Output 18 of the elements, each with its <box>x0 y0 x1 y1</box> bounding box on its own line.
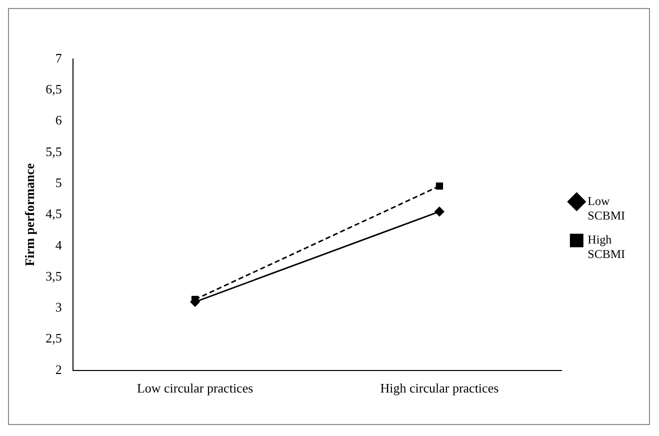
y-tick-label: 5 <box>55 174 62 190</box>
x-tick-label: High circular practices <box>380 380 499 396</box>
x-tick-label: Low circular practices <box>136 380 254 396</box>
y-tick-label: 3,5 <box>46 268 62 284</box>
y-tick-label: 5,5 <box>46 144 62 159</box>
y-tick-label: 4,5 <box>46 206 62 222</box>
y-axis-title: Firm performance <box>22 163 38 266</box>
y-tick-label: 7 <box>55 50 62 66</box>
legend-label: High SCBMI <box>588 232 626 262</box>
y-tick-label: 6 <box>55 112 62 128</box>
point <box>434 206 444 216</box>
y-tick-label: 6,5 <box>46 82 62 97</box>
point <box>436 182 444 190</box>
y-tick-label: 2,5 <box>46 330 62 346</box>
y-tick-label: 3 <box>55 300 62 315</box>
legend-label: Low SCBMI <box>588 194 626 222</box>
y-tick-label: 4 <box>55 237 62 252</box>
y-tick-label: 2 <box>55 362 62 377</box>
